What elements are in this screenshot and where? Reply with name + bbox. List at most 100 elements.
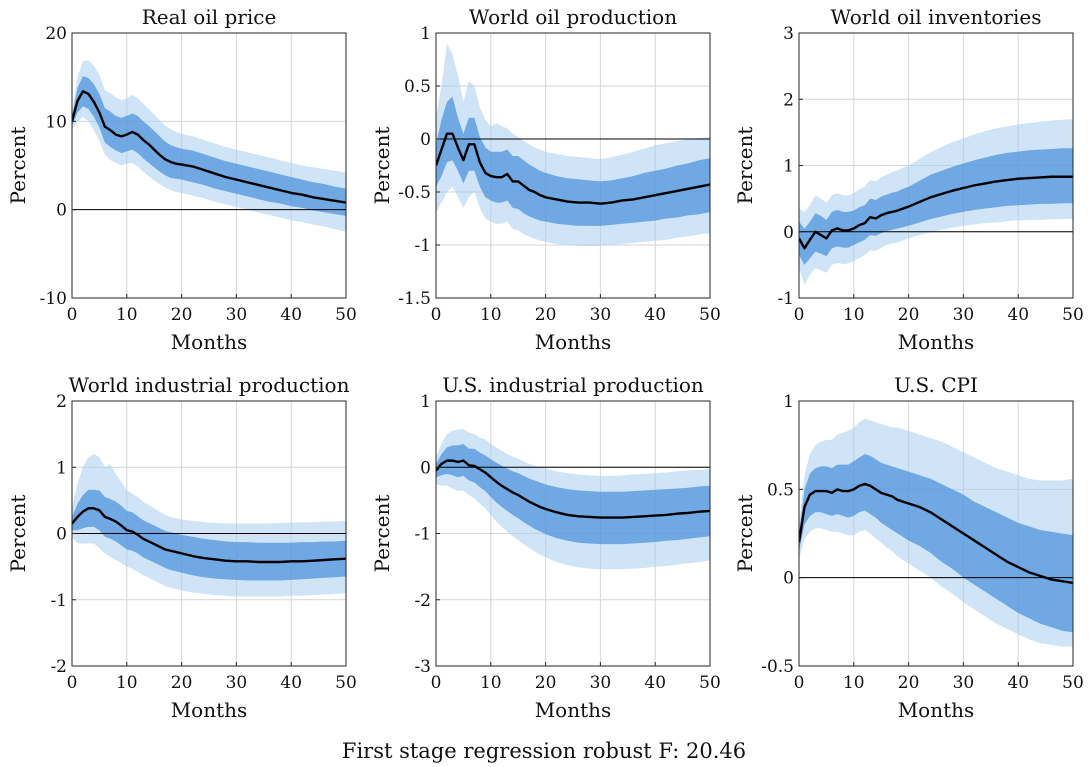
plot-series-group [799, 119, 1073, 285]
y-tick-label: 1 [420, 392, 431, 412]
x-tick-label: 20 [898, 305, 920, 325]
y-tick-label: -2 [414, 591, 431, 611]
x-tick-label: 40 [1007, 305, 1029, 325]
y-tick-label: 1 [783, 392, 794, 412]
axes-box [435, 32, 711, 299]
y-axis-label: Percent [733, 127, 757, 205]
x-tick-label: 0 [67, 673, 78, 693]
x-tick-label: 0 [794, 305, 805, 325]
x-tick-label: 40 [644, 673, 666, 693]
x-tick-label: 40 [280, 305, 302, 325]
confidence-band-inner [72, 489, 346, 581]
y-tick-label: 2 [56, 392, 67, 412]
confidence-band-inner [72, 76, 346, 216]
x-tick-label: 30 [953, 673, 975, 693]
x-tick-label: 40 [1007, 673, 1029, 693]
y-tick-label: 0 [783, 223, 794, 243]
panel-6: 0 10 20 30 40 50-0.500.51U.S. CPIMonthsPercen… [733, 373, 1084, 722]
y-tick-label: 1 [420, 24, 431, 44]
x-axis-label: Months [535, 698, 612, 722]
panel-title: World oil inventories [831, 5, 1042, 29]
x-tick-label: 30 [590, 673, 612, 693]
axes-box [798, 400, 1074, 667]
x-tick-label: 20 [535, 673, 557, 693]
x-axis-label: Months [171, 698, 248, 722]
x-axis-label: Months [171, 330, 248, 354]
x-tick-label: 50 [335, 673, 357, 693]
y-tick-label: -0.5 [761, 657, 794, 677]
x-tick-label: 20 [171, 673, 193, 693]
plot-series-group [436, 428, 710, 570]
x-axis-label: Months [535, 330, 612, 354]
x-tick-label: 20 [535, 305, 557, 325]
y-tick-label: -1 [50, 591, 67, 611]
x-tick-label: 50 [699, 305, 721, 325]
figure-caption: First stage regression robust F: 20.46 [342, 739, 746, 763]
y-axis-label: Percent [733, 495, 757, 573]
x-tick-label: 30 [953, 305, 975, 325]
median-response-line [799, 482, 1073, 585]
panel-5: 0 10 20 30 40 50 -3 -2 -1 0 1 U.S. industrial produ… [370, 373, 721, 722]
y-tick-label: 0 [56, 525, 67, 545]
y-axis-label: Percent [370, 495, 394, 573]
y-tick-label: 0.5 [767, 480, 794, 500]
x-tick-label: 50 [699, 673, 721, 693]
x-tick-label: 20 [171, 305, 193, 325]
x-tick-label: 30 [590, 305, 612, 325]
confidence-band-inner [799, 148, 1073, 265]
confidence-band-inner [436, 444, 710, 545]
plot-series-group [799, 418, 1073, 647]
x-tick-label: 30 [226, 305, 248, 325]
y-tick-label: -3 [414, 657, 431, 677]
y-tick-label: 2 [783, 90, 794, 110]
x-tick-label: 10 [116, 673, 138, 693]
y-tick-label: 0 [420, 130, 431, 150]
x-tick-label: 10 [843, 305, 865, 325]
median-response-line [72, 507, 346, 564]
x-tick-label: 50 [1062, 305, 1084, 325]
panel-title: U.S. industrial production [442, 373, 704, 397]
x-tick-label: 40 [644, 305, 666, 325]
x-tick-label: 50 [1062, 673, 1084, 693]
x-tick-label: 30 [226, 673, 248, 693]
y-tick-label: 20 [45, 24, 67, 44]
x-tick-label: 10 [116, 305, 138, 325]
panel-2: 0 10 20 30 40 50 -1.5 -1 -0.5 0 0.5 1 World oil prod… [370, 5, 721, 354]
x-tick-label: 20 [898, 673, 920, 693]
median-response-line [436, 132, 710, 205]
y-tick-label: 10 [45, 112, 67, 132]
y-tick-label: 0 [420, 458, 431, 478]
y-tick-label: -10 [40, 289, 67, 309]
y-tick-label: -1 [414, 525, 431, 545]
x-tick-label: 0 [431, 305, 442, 325]
y-tick-label: 3 [783, 24, 794, 44]
panel-title: World oil production [469, 5, 677, 29]
x-tick-label: 10 [480, 673, 502, 693]
median-response-line [799, 175, 1073, 250]
median-response-line [72, 90, 346, 204]
x-tick-label: 10 [480, 305, 502, 325]
y-axis-label: Percent [370, 127, 394, 205]
panel-title: U.S. CPI [894, 373, 978, 397]
y-tick-label: 1 [56, 458, 67, 478]
y-tick-label: -1 [777, 289, 794, 309]
y-axis-label: Percent [6, 127, 30, 205]
x-axis-label: Months [898, 698, 975, 722]
x-tick-label: 10 [843, 673, 865, 693]
plot-series-group [72, 60, 346, 232]
y-tick-label: 0 [56, 201, 67, 221]
y-tick-label: -2 [50, 657, 67, 677]
x-axis-label: Months [898, 330, 975, 354]
confidence-band-inner [436, 96, 710, 226]
x-tick-label: 50 [335, 305, 357, 325]
confidence-band-inner [799, 454, 1073, 633]
x-tick-label: 0 [431, 673, 442, 693]
x-tick-label: 0 [67, 305, 78, 325]
y-tick-label: -1 [414, 236, 431, 256]
x-tick-label: 40 [280, 673, 302, 693]
plot-series-group [436, 43, 710, 247]
panel-title: World industrial production [69, 373, 350, 397]
